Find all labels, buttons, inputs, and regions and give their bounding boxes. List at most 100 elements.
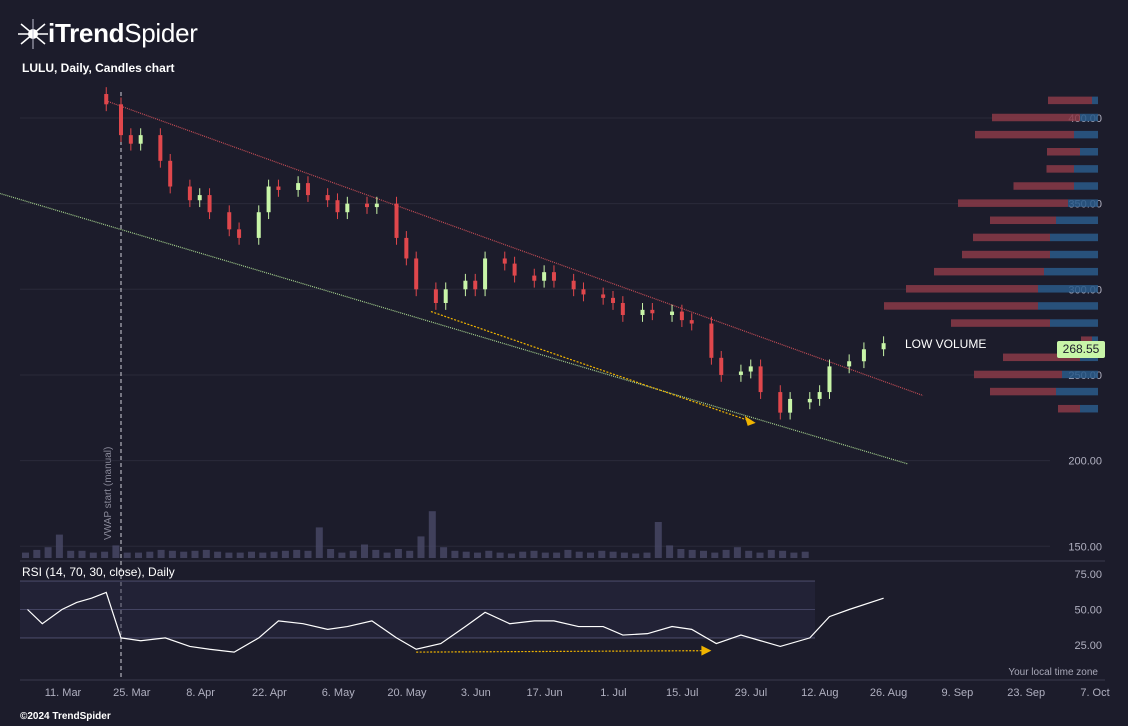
volume-bar — [304, 550, 312, 558]
volume-profile-sell — [1081, 336, 1092, 344]
candle-body — [414, 258, 419, 290]
volume-bar — [327, 549, 335, 558]
volume-bar — [541, 552, 549, 558]
volume-bar — [101, 551, 109, 558]
volume-bar — [259, 552, 267, 558]
candle-body — [463, 280, 468, 290]
candle-body — [266, 186, 271, 213]
trend-arrow-line — [430, 311, 750, 422]
rsi-title: RSI (14, 70, 30, close), Daily — [22, 565, 175, 579]
volume-bar — [733, 547, 741, 558]
volume-bar — [530, 550, 538, 558]
volume-profile-sell — [990, 216, 1056, 225]
volume-profile-sell — [1046, 165, 1074, 173]
volume-profile-buy — [1074, 165, 1098, 173]
volume-bar — [677, 549, 685, 558]
x-tick-label: 26. Aug — [870, 687, 907, 699]
volume-bar — [654, 522, 662, 558]
local-time-zone-link[interactable]: Your local time zone — [1008, 667, 1098, 678]
candle-body — [296, 183, 301, 190]
volume-bar — [756, 552, 764, 558]
volume-bar — [372, 549, 380, 558]
rsi-line — [27, 591, 884, 653]
brand-logo: iTrendSpider — [18, 18, 198, 49]
candle-body — [542, 272, 547, 281]
volume-bar — [643, 552, 651, 558]
volume-bar — [620, 552, 628, 558]
volume-bar — [383, 552, 391, 558]
volume-bar — [790, 552, 798, 558]
volume-bar — [349, 550, 357, 558]
volume-bar — [598, 550, 606, 558]
volume-profile-sell — [951, 319, 1050, 327]
candle-body — [227, 212, 232, 230]
vwap-label: VWAP start (manual) — [103, 446, 114, 540]
candle-body — [611, 297, 615, 304]
candle-body — [601, 294, 606, 298]
volume-bar — [44, 547, 52, 558]
volume-bar — [428, 511, 436, 558]
volume-profile-sell — [1013, 182, 1074, 190]
x-tick-label: 22. Apr — [252, 687, 287, 699]
volume-profile-buy — [1038, 285, 1098, 293]
chart-title: LULU, Daily, Candles chart — [22, 61, 175, 75]
trend-arrowhead — [744, 415, 756, 426]
volume-bar — [564, 549, 572, 558]
candle-body — [256, 212, 261, 238]
volume-bar — [553, 552, 561, 558]
volume-bar — [22, 552, 29, 558]
volume-profile-buy — [1056, 216, 1098, 225]
volume-bar — [666, 545, 674, 558]
volume-bar — [361, 544, 368, 558]
volume-profile-buy — [1050, 233, 1098, 242]
candle-body — [551, 272, 556, 281]
candle-body — [483, 258, 488, 290]
volume-bar — [745, 550, 753, 558]
volume-bar — [248, 551, 255, 558]
candle-body — [679, 311, 684, 321]
candle-body — [689, 320, 694, 324]
candle-body — [305, 183, 310, 196]
volume-bar — [722, 549, 730, 558]
volume-profile-sell — [1048, 96, 1092, 105]
candle-body — [335, 200, 340, 213]
volume-bar — [67, 550, 75, 558]
volume-profile-buy — [1062, 370, 1098, 379]
candle-body — [620, 303, 625, 315]
volume-profile-buy — [1092, 336, 1098, 344]
x-tick-label: 6. May — [322, 687, 356, 699]
volume-bar — [135, 552, 142, 558]
candle-body — [861, 349, 866, 362]
low-volume-label: LOW VOLUME — [905, 337, 987, 351]
candle-body — [207, 195, 212, 213]
x-tick-label: 9. Sep — [941, 687, 973, 699]
volume-profile-sell — [973, 233, 1050, 242]
volume-bar — [202, 549, 210, 558]
x-tick-label: 25. Mar — [113, 687, 151, 699]
volume-bar — [281, 550, 289, 558]
volume-bar — [440, 547, 448, 558]
x-tick-label: 12. Aug — [801, 687, 838, 699]
candle-body — [473, 280, 478, 290]
rsi-y-tick-label: 25.00 — [1074, 640, 1102, 652]
candle-body — [709, 323, 714, 358]
volume-bar — [225, 552, 233, 558]
candle-body — [433, 289, 438, 304]
volume-bar — [293, 549, 301, 558]
volume-bar — [270, 551, 278, 558]
volume-profile-sell — [992, 113, 1080, 122]
candle-body — [168, 160, 173, 187]
volume-bar — [519, 551, 527, 558]
rsi-divergence-arrowhead — [701, 645, 712, 656]
volume-bar — [123, 552, 131, 558]
candle-body — [788, 398, 793, 413]
volume-bar — [168, 550, 176, 558]
volume-profile-buy — [1092, 96, 1098, 105]
x-tick-label: 7. Oct — [1080, 687, 1109, 699]
candle-body — [365, 203, 369, 208]
candle-body — [847, 361, 852, 367]
volume-profile-buy — [1074, 130, 1098, 139]
volume-bar — [89, 552, 97, 558]
volume-profile-sell — [975, 130, 1074, 139]
